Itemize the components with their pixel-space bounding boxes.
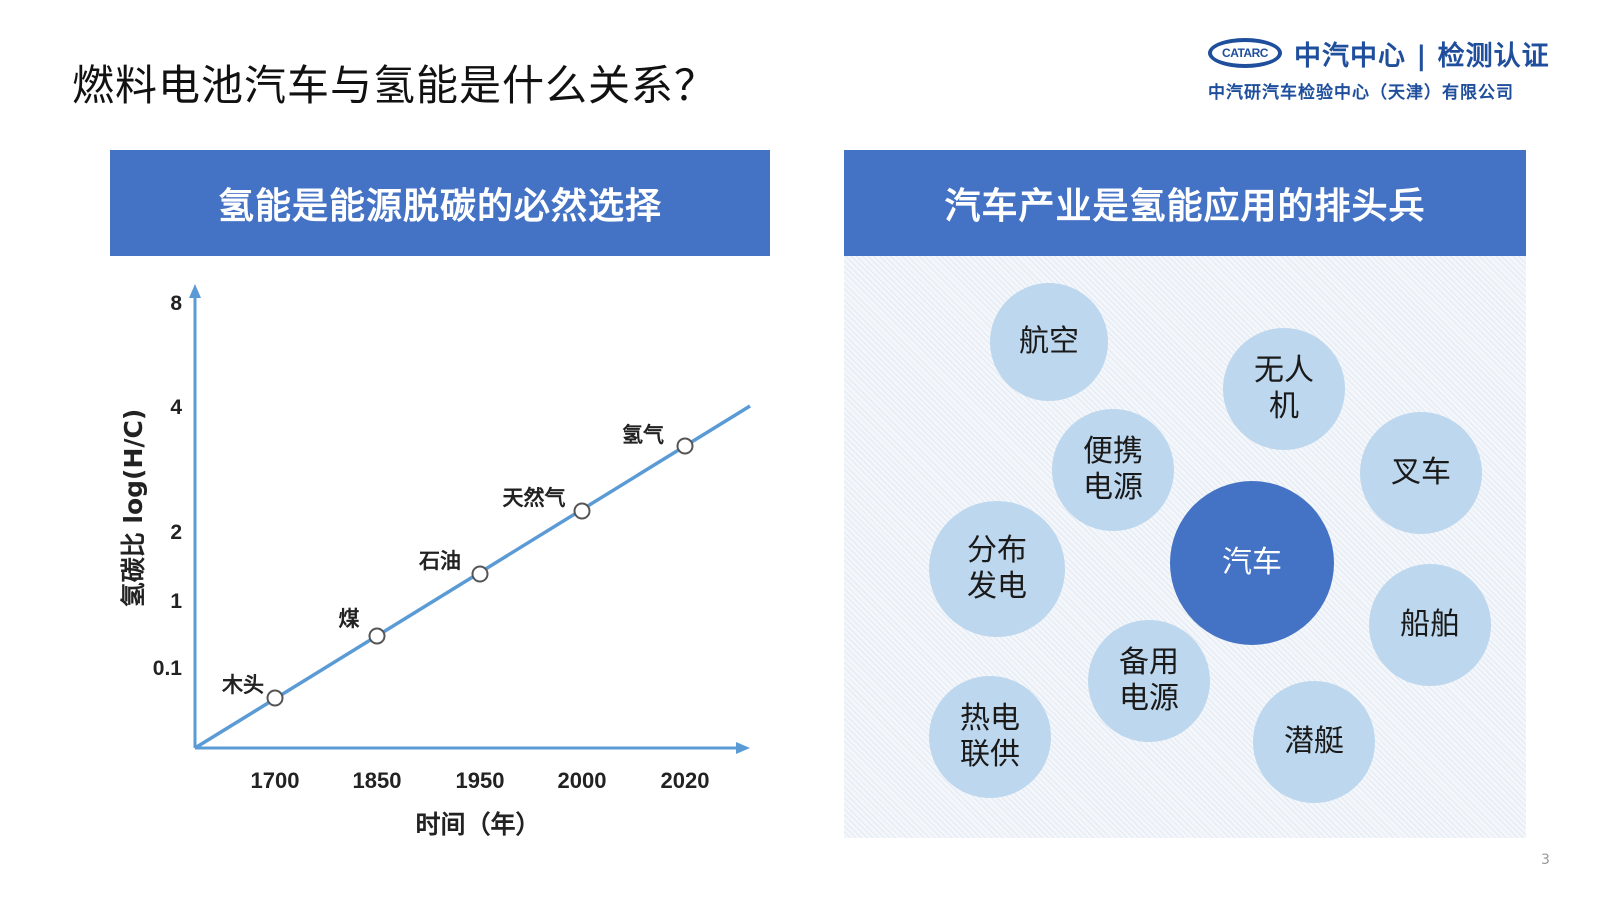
x-tick-label: 2020: [661, 768, 710, 793]
bubble: 分布 发电: [929, 501, 1065, 637]
bubble-label: 备用 电源: [1119, 645, 1179, 716]
y-tick-label: 8: [170, 292, 182, 315]
x-tick-label: 1850: [353, 768, 402, 793]
x-axis-arrow: [736, 742, 750, 754]
bubble: 便携 电源: [1052, 409, 1174, 531]
logo-name: 中汽中心 | 检测认证: [1294, 41, 1550, 72]
bubble: 叉车: [1360, 412, 1482, 534]
data-point-label: 木头: [221, 673, 264, 697]
bubble: 备用 电源: [1088, 620, 1210, 742]
bubble: 无人 机: [1223, 328, 1345, 450]
y-tick-label: 0.1: [153, 657, 183, 680]
data-point-label: 氢气: [622, 423, 664, 447]
x-axis-title: 时间（年）: [415, 810, 540, 839]
bubble-label: 汽车: [1222, 545, 1282, 580]
logo-subtitle: 中汽研汽车检验中心（天津）有限公司: [1208, 83, 1514, 103]
applications-bubble-area: 航空无人 机便携 电源 叉车分布 发电 汽车船舶备用 电源热电 联供 潜艇: [844, 256, 1526, 838]
data-point: [266, 689, 284, 707]
bubble-label: 便携 电源: [1083, 434, 1143, 505]
data-point: [471, 565, 489, 583]
right-panel-header: 汽车产业是氢能应用的排头兵: [844, 150, 1526, 256]
data-point: [573, 502, 591, 520]
bubble: 潜艇: [1253, 681, 1375, 803]
bubble-label: 航空: [1019, 324, 1079, 359]
company-logo: CATARC 中汽中心 | 检测认证 中汽研汽车检验中心（天津）有限公司: [1208, 34, 1558, 106]
bubble: 航空: [990, 283, 1108, 401]
y-axis-arrow: [189, 284, 201, 298]
page-number: 3: [1541, 852, 1550, 868]
y-axis-title: 氢碳比 log(H/C): [119, 409, 148, 608]
right-panel-title: 汽车产业是氢能应用的排头兵: [944, 186, 1426, 227]
bubble: 热电 联供: [929, 676, 1051, 798]
left-panel-header: 氢能是能源脱碳的必然选择: [110, 150, 770, 256]
data-point-label: 煤: [339, 607, 360, 631]
bubble-label: 无人 机: [1254, 353, 1314, 424]
x-tick-label: 1950: [456, 768, 505, 793]
catarc-emblem: CATARC: [1208, 38, 1282, 68]
bubble-label: 潜艇: [1284, 724, 1344, 759]
data-point-label: 天然气: [503, 486, 566, 510]
bubble-label: 分布 发电: [967, 533, 1027, 604]
y-tick-label: 1: [170, 590, 182, 613]
y-tick-label: 2: [170, 521, 182, 544]
data-point: [676, 437, 694, 455]
bubble-label: 热电 联供: [960, 701, 1020, 772]
hydrogen-carbon-ratio-chart: 1700 1850 1950 2000 2020 0.1 1 2 4 8 时间（年） 氢碳比 log(…: [119, 284, 751, 839]
bubble-label: 船舶: [1400, 607, 1460, 642]
bubble: 船舶: [1369, 564, 1491, 686]
data-point: [368, 627, 386, 645]
data-point-label: 石油: [418, 549, 461, 573]
x-tick-label: 1700: [251, 768, 300, 793]
x-tick-label: 2000: [558, 768, 607, 793]
left-panel-title: 氢能是能源脱碳的必然选择: [217, 186, 662, 227]
y-tick-label: 4: [170, 396, 182, 419]
bubble-label: 叉车: [1391, 455, 1451, 490]
slide-title: 燃料电池汽车与氢能是什么关系？: [72, 61, 718, 110]
bubble-center: 汽车: [1170, 481, 1334, 645]
